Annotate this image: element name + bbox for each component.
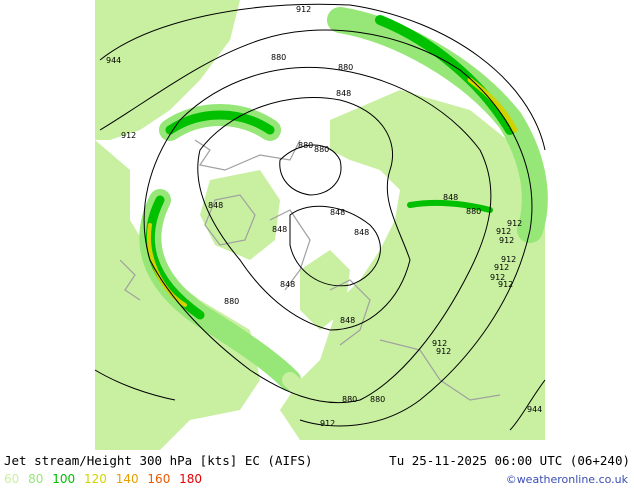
contour-944-b [509, 379, 546, 431]
contour-label: 912 [436, 347, 451, 356]
coastline-layer [119, 139, 501, 401]
contour-848-a [197, 96, 411, 331]
legend-item: 160 [147, 472, 171, 486]
legend-item: 140 [115, 472, 139, 486]
map-area: 912 944 880 880 848 912 880 880 848 848 … [0, 0, 634, 450]
contour-label: 880 [224, 297, 239, 306]
contour-880-a [143, 67, 492, 404]
contour-label: 912 [494, 263, 509, 272]
contour-label: 944 [527, 405, 542, 414]
contour-848-b [279, 144, 342, 196]
contour-912-a [99, 3, 546, 151]
legend-item: 60 [4, 472, 20, 486]
contour-912-b [99, 29, 533, 427]
scandinavia-land [300, 250, 350, 330]
contour-label: 912 [501, 255, 516, 264]
jet-band-east-core [375, 15, 515, 135]
map-canvas: 912 944 880 880 848 912 880 880 848 848 … [0, 0, 634, 450]
valid-time: Tu 25-11-2025 06:00 UTC (06+240) [389, 453, 630, 468]
coastline-b [204, 194, 256, 246]
legend-item: 80 [28, 472, 44, 486]
contour-label: 880 [342, 395, 357, 404]
contour-label: 848 [336, 89, 351, 98]
footer-bar: Jet stream/Height 300 hPa [kts] EC (AIFS… [0, 450, 634, 490]
height-contours [94, 3, 546, 431]
contour-label: 848 [354, 228, 369, 237]
contour-label: 848 [272, 225, 287, 234]
legend-item: 120 [83, 472, 107, 486]
coastline-e [379, 339, 501, 401]
coastline-c [269, 209, 311, 291]
contour-label: 880 [338, 63, 353, 72]
contour-label: 880 [298, 141, 313, 150]
contour-label: 848 [208, 201, 223, 210]
contour-label: 912 [507, 219, 522, 228]
contour-label: 880 [314, 145, 329, 154]
contour-848-c [289, 205, 381, 287]
contour-label: 912 [432, 339, 447, 348]
contour-label: 880 [466, 207, 481, 216]
contour-label: 912 [490, 273, 505, 282]
contour-label: 848 [330, 208, 345, 217]
contour-944-a [94, 369, 176, 401]
contour-label: 848 [443, 193, 458, 202]
contour-label: 848 [280, 280, 295, 289]
right-margin [545, 0, 634, 450]
arctic-islands-land [200, 170, 280, 260]
color-legend: 60 80 100 120 140 160 180 [4, 472, 207, 486]
coastline-f [119, 259, 141, 301]
contour-label: 912 [496, 227, 511, 236]
credit-link[interactable]: ©weatheronline.co.uk [505, 473, 628, 486]
contour-label: 912 [296, 5, 311, 14]
coastline-d [329, 279, 371, 346]
contour-label: 880 [271, 53, 286, 62]
contour-label: 912 [121, 131, 136, 140]
north-america-land [95, 0, 240, 140]
legend-item: 180 [179, 472, 203, 486]
contour-label-layer: 912 944 880 880 848 912 880 880 848 848 … [106, 5, 542, 428]
contour-label: 944 [106, 56, 121, 65]
contour-label: 912 [498, 280, 513, 289]
coastline-a [194, 139, 301, 171]
chart-title: Jet stream/Height 300 hPa [kts] EC (AIFS… [4, 453, 313, 468]
contour-label: 848 [340, 316, 355, 325]
left-margin [0, 0, 95, 450]
contour-label: 912 [499, 236, 514, 245]
contour-label: 912 [320, 419, 335, 428]
jet-band-central [407, 199, 493, 213]
contour-label: 880 [370, 395, 385, 404]
legend-item: 100 [52, 472, 76, 486]
